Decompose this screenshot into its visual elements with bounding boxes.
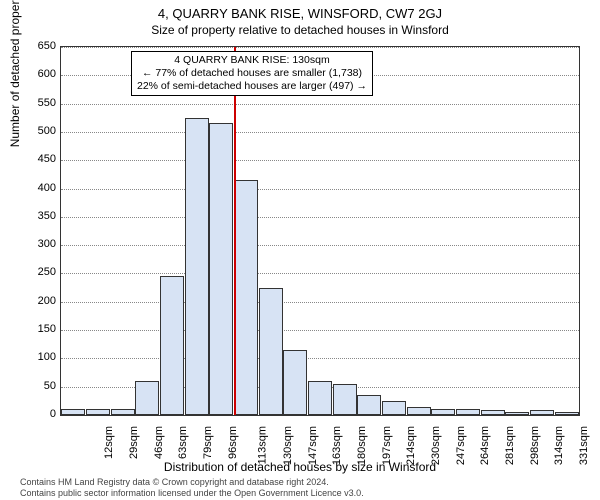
- xtick-label: 163sqm: [331, 426, 343, 465]
- xtick-label: 247sqm: [455, 426, 467, 465]
- gridline: [61, 245, 579, 246]
- xtick-label: 12sqm: [103, 426, 115, 459]
- ytick-label: 100: [16, 351, 56, 363]
- xtick-label: 113sqm: [257, 426, 269, 464]
- xtick-label: 230sqm: [430, 426, 442, 465]
- histogram-bar: [505, 412, 529, 415]
- histogram-bar: [111, 409, 135, 415]
- xtick-label: 29sqm: [128, 426, 140, 459]
- xtick-label: 147sqm: [307, 426, 319, 465]
- plot-area: 4 QUARRY BANK RISE: 130sqm ← 77% of deta…: [60, 46, 580, 416]
- histogram-bar: [86, 409, 110, 415]
- ytick-label: 150: [16, 323, 56, 335]
- xtick-label: 281sqm: [504, 426, 516, 465]
- histogram-bar: [357, 395, 381, 415]
- xtick-label: 298sqm: [529, 426, 541, 465]
- histogram-bar: [234, 180, 258, 415]
- xtick-label: 63sqm: [177, 426, 189, 459]
- ytick-label: 400: [16, 182, 56, 194]
- gridline: [61, 160, 579, 161]
- xtick-label: 197sqm: [381, 426, 393, 465]
- histogram-bar: [530, 410, 554, 415]
- chart-title: 4, QUARRY BANK RISE, WINSFORD, CW7 2GJ: [0, 0, 600, 21]
- ytick-label: 300: [16, 238, 56, 250]
- gridline: [61, 132, 579, 133]
- histogram-bar: [61, 409, 85, 415]
- xtick-label: 180sqm: [356, 426, 368, 465]
- gridline: [61, 189, 579, 190]
- xtick-label: 79sqm: [202, 426, 214, 459]
- histogram-bar: [382, 401, 406, 415]
- footer-line-1: Contains HM Land Registry data © Crown c…: [20, 477, 364, 487]
- histogram-bar: [555, 412, 579, 415]
- histogram-bar: [209, 123, 233, 415]
- histogram-bar: [407, 407, 431, 415]
- ytick-label: 50: [16, 380, 56, 392]
- histogram-bar: [135, 381, 159, 415]
- xtick-label: 214sqm: [405, 426, 417, 465]
- annotation-line-2: ← 77% of detached houses are smaller (1,…: [137, 67, 367, 80]
- ytick-label: 200: [16, 295, 56, 307]
- histogram-bar: [333, 384, 357, 415]
- reference-line: [234, 47, 236, 415]
- xtick-label: 314sqm: [553, 426, 565, 465]
- histogram-bar: [259, 288, 283, 415]
- histogram-bar: [481, 410, 505, 415]
- footer-text: Contains HM Land Registry data © Crown c…: [20, 477, 364, 498]
- histogram-bar: [160, 276, 184, 415]
- gridline: [61, 302, 579, 303]
- histogram-bar: [283, 350, 307, 415]
- histogram-bar: [431, 409, 455, 415]
- ytick-label: 350: [16, 210, 56, 222]
- xtick-label: 96sqm: [227, 426, 239, 459]
- histogram-bar: [185, 118, 209, 415]
- ytick-label: 550: [16, 97, 56, 109]
- annotation-box: 4 QUARRY BANK RISE: 130sqm ← 77% of deta…: [131, 51, 373, 96]
- ytick-label: 250: [16, 266, 56, 278]
- xtick-label: 264sqm: [479, 426, 491, 465]
- footer-line-2: Contains public sector information licen…: [20, 488, 364, 498]
- ytick-label: 650: [16, 40, 56, 52]
- histogram-bar: [456, 409, 480, 415]
- xtick-label: 130sqm: [282, 426, 294, 465]
- gridline: [61, 273, 579, 274]
- annotation-line-1: 4 QUARRY BANK RISE: 130sqm: [137, 54, 367, 67]
- ytick-label: 450: [16, 153, 56, 165]
- xtick-label: 46sqm: [153, 426, 165, 459]
- ytick-label: 500: [16, 125, 56, 137]
- gridline: [61, 358, 579, 359]
- chart-subtitle: Size of property relative to detached ho…: [0, 21, 600, 37]
- gridline: [61, 217, 579, 218]
- annotation-line-3: 22% of semi-detached houses are larger (…: [137, 80, 367, 93]
- gridline: [61, 104, 579, 105]
- histogram-bar: [308, 381, 332, 415]
- ytick-label: 0: [16, 408, 56, 420]
- ytick-label: 600: [16, 68, 56, 80]
- xtick-label: 331sqm: [578, 426, 590, 465]
- gridline: [61, 330, 579, 331]
- chart-container: 4, QUARRY BANK RISE, WINSFORD, CW7 2GJ S…: [0, 0, 600, 500]
- gridline: [61, 47, 579, 48]
